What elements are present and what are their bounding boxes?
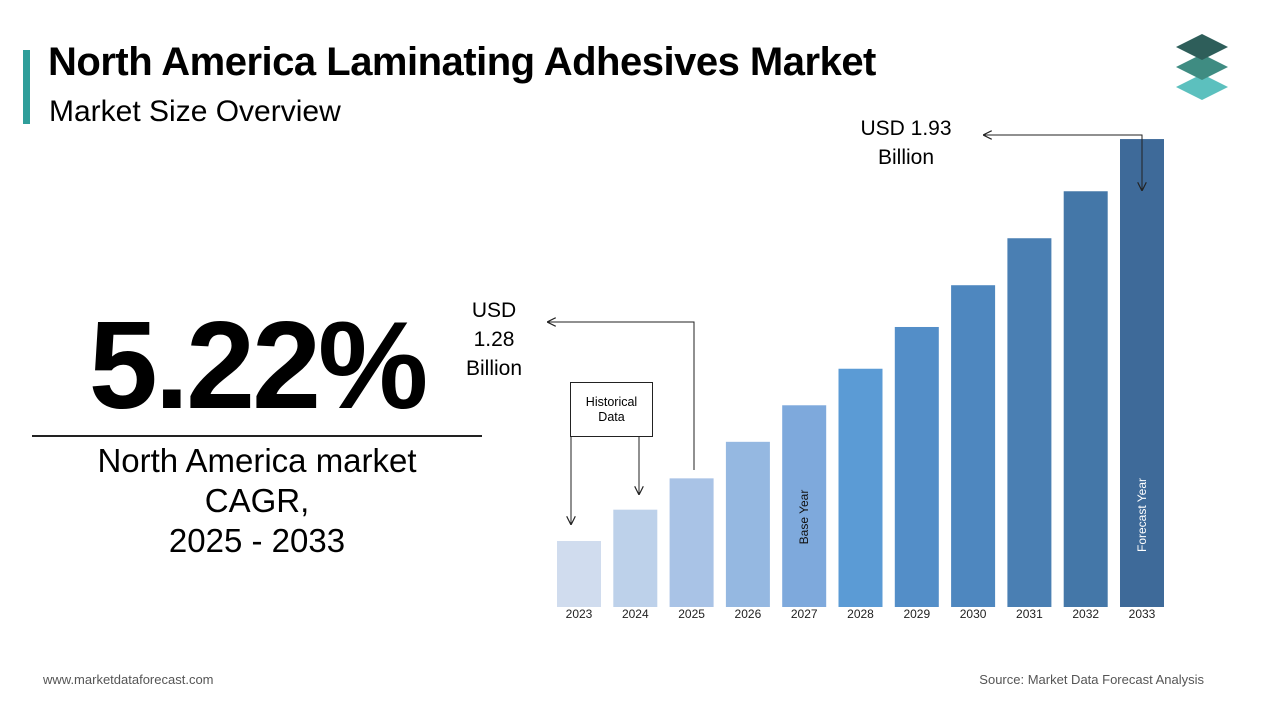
- end-value-annotation: USD 1.93 Billion: [836, 114, 976, 172]
- cagr-caption-line: 2025 - 2033: [168, 522, 346, 559]
- historical-box-line: Historical: [585, 394, 638, 409]
- page-subtitle: Market Size Overview: [49, 95, 341, 128]
- x-tick-label: 2025: [678, 607, 705, 621]
- bar-2024: [613, 509, 658, 607]
- end-value-arrow: [984, 135, 1142, 190]
- end-value-line: USD 1.93: [860, 117, 952, 140]
- start-value-line: Billion: [465, 357, 523, 380]
- start-value-line: 1.28: [473, 328, 515, 351]
- x-tick-label: 2029: [903, 607, 930, 621]
- x-tick-label: 2026: [735, 607, 762, 621]
- bar-2025: [669, 478, 714, 607]
- stacked-layers-logo-icon: [1176, 34, 1228, 100]
- bar-2033: [1120, 139, 1164, 607]
- x-tick-label: 2030: [960, 607, 987, 621]
- bar-2028: [838, 368, 883, 607]
- cagr-caption: North America market CAGR, 2025 - 2033: [32, 441, 482, 561]
- bar-2026: [725, 441, 770, 607]
- bar-2031: [1007, 238, 1052, 608]
- website-link[interactable]: www.marketdataforecast.com: [43, 672, 214, 687]
- start-value-line: USD: [471, 299, 517, 322]
- bar-2030: [951, 285, 996, 607]
- x-tick-label: 2024: [622, 607, 649, 621]
- cagr-caption-line: CAGR,: [204, 482, 310, 519]
- x-tick-label: 2031: [1016, 607, 1043, 621]
- historical-data-box: Historical Data: [570, 382, 653, 437]
- end-value-line: Billion: [877, 146, 935, 169]
- source-note: Source: Market Data Forecast Analysis: [979, 672, 1204, 687]
- bar-2027: [782, 405, 827, 607]
- cagr-caption-line: North America market: [97, 442, 417, 479]
- historical-box-line: Data: [598, 409, 625, 424]
- bar-2029: [894, 326, 939, 607]
- forecast-year-label: Forecast Year: [1135, 478, 1149, 552]
- x-tick-label: 2032: [1072, 607, 1099, 621]
- x-tick-label: 2033: [1129, 607, 1156, 621]
- start-value-arrow: [548, 322, 695, 470]
- page-title: North America Laminating Adhesives Marke…: [48, 40, 876, 84]
- x-tick-label: 2027: [791, 607, 818, 621]
- start-value-annotation: USD 1.28 Billion: [452, 296, 536, 383]
- title-accent-bar: [23, 50, 30, 124]
- cagr-value: 5.22%: [88, 297, 429, 435]
- bar-2032: [1063, 191, 1108, 607]
- kpi-divider: [32, 435, 482, 437]
- x-tick-label: 2028: [847, 607, 874, 621]
- x-tick-label: 2023: [566, 607, 593, 621]
- base-year-label: Base Year: [797, 490, 811, 545]
- bar-2023: [557, 541, 601, 607]
